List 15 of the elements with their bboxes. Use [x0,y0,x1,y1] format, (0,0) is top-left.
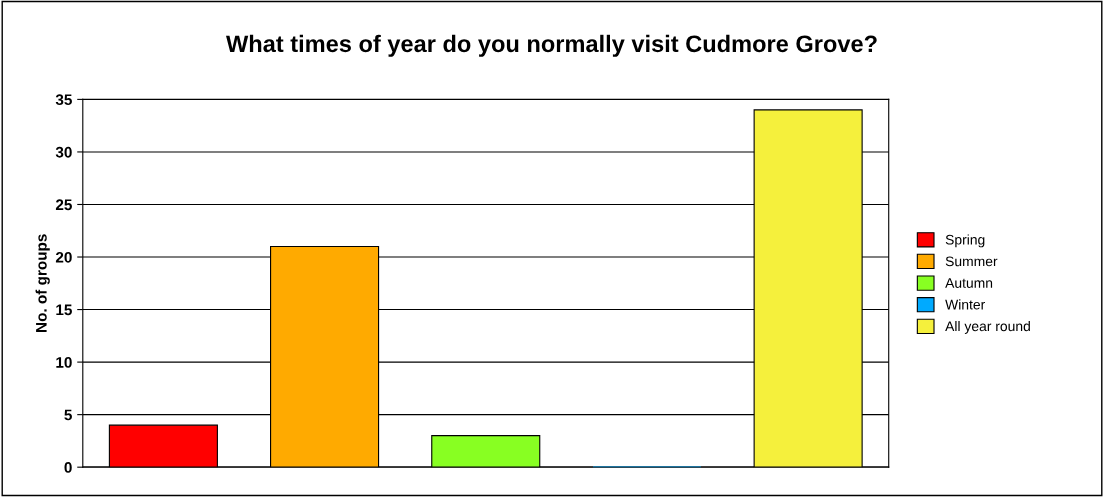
y-tick-label: 10 [56,356,72,368]
y-tick-label: 30 [55,146,72,158]
legend-label: Autumn [945,278,993,288]
legend-label: Spring [945,234,985,248]
y-tick-label: 5 [64,409,72,421]
y-tick-label: 20 [55,251,72,263]
y-tick-label: 25 [55,199,72,211]
legend-label: Winter [945,299,986,310]
legend-label: Summer [945,256,998,267]
y-tick-label: 15 [56,304,72,316]
y-axis-title: No. of groups [35,234,50,332]
legend-label: All year round [945,320,1030,334]
chart-title: What times of year do you normally visit Cudmore Grove? [226,34,877,57]
y-tick-label: 0 [64,462,72,473]
y-tick-label: 35 [55,94,72,106]
